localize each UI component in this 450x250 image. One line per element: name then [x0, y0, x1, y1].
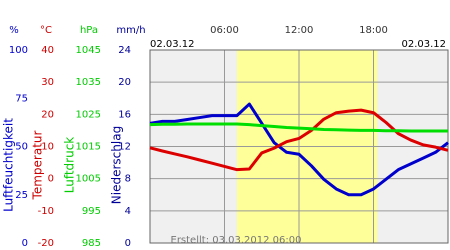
axis-label: Niederschlag	[110, 126, 124, 204]
axis-unit: %	[9, 25, 19, 36]
y-tick-label: 985	[82, 238, 101, 249]
x-tick-label: 06:00	[210, 25, 239, 36]
y-tick-label: -10	[38, 206, 54, 217]
axis-unit: mm/h	[116, 25, 145, 36]
y-tick-label: 1045	[76, 45, 101, 56]
y-tick-label: 4	[125, 206, 131, 217]
axis-label: Luftfeuchtigkeit	[2, 118, 16, 212]
y-tick-label: 1035	[76, 77, 101, 88]
y-tick-label: 8	[125, 174, 131, 185]
series-line	[149, 108, 449, 172]
y-tick-label: 25	[15, 190, 28, 201]
x-tick-label: 18:00	[359, 25, 388, 36]
y-tick-label: 50	[15, 142, 28, 153]
axis-label: Temperatur	[31, 130, 45, 200]
y-tick-label: 0	[22, 238, 28, 249]
y-tick-label: 1005	[76, 174, 101, 185]
y-tick-label: 995	[82, 206, 101, 217]
x-tick-label: 12:00	[285, 25, 314, 36]
y-tick-label: 1015	[76, 142, 101, 153]
y-tick-label: 100	[9, 45, 28, 56]
axis-label: Luftdruck	[63, 137, 77, 194]
y-tick-label: 75	[15, 93, 28, 104]
axis-unit: hPa	[80, 25, 98, 36]
y-tick-label: 20	[118, 77, 131, 88]
footer: Erstellt: 03.03.2012 06:00	[171, 235, 302, 246]
start-date: 02.03.12	[150, 39, 195, 50]
y-tick-label: 10	[41, 142, 54, 153]
y-tick-label: 1025	[76, 109, 101, 120]
y-tick-label: 30	[41, 77, 54, 88]
plot-border	[149, 49, 449, 244]
series-line	[149, 122, 448, 133]
y-tick-label: 24	[118, 45, 131, 56]
end-date: 02.03.12	[401, 39, 446, 50]
series-line	[149, 102, 449, 197]
y-tick-label: 20	[41, 109, 54, 120]
y-tick-label: 0	[48, 174, 54, 185]
y-tick-label: 12	[118, 142, 131, 153]
y-tick-label: 40	[41, 45, 54, 56]
y-tick-label: 0	[125, 238, 131, 249]
y-tick-label: 16	[118, 109, 131, 120]
axis-unit: °C	[40, 25, 52, 36]
y-tick-label: -20	[38, 238, 54, 249]
